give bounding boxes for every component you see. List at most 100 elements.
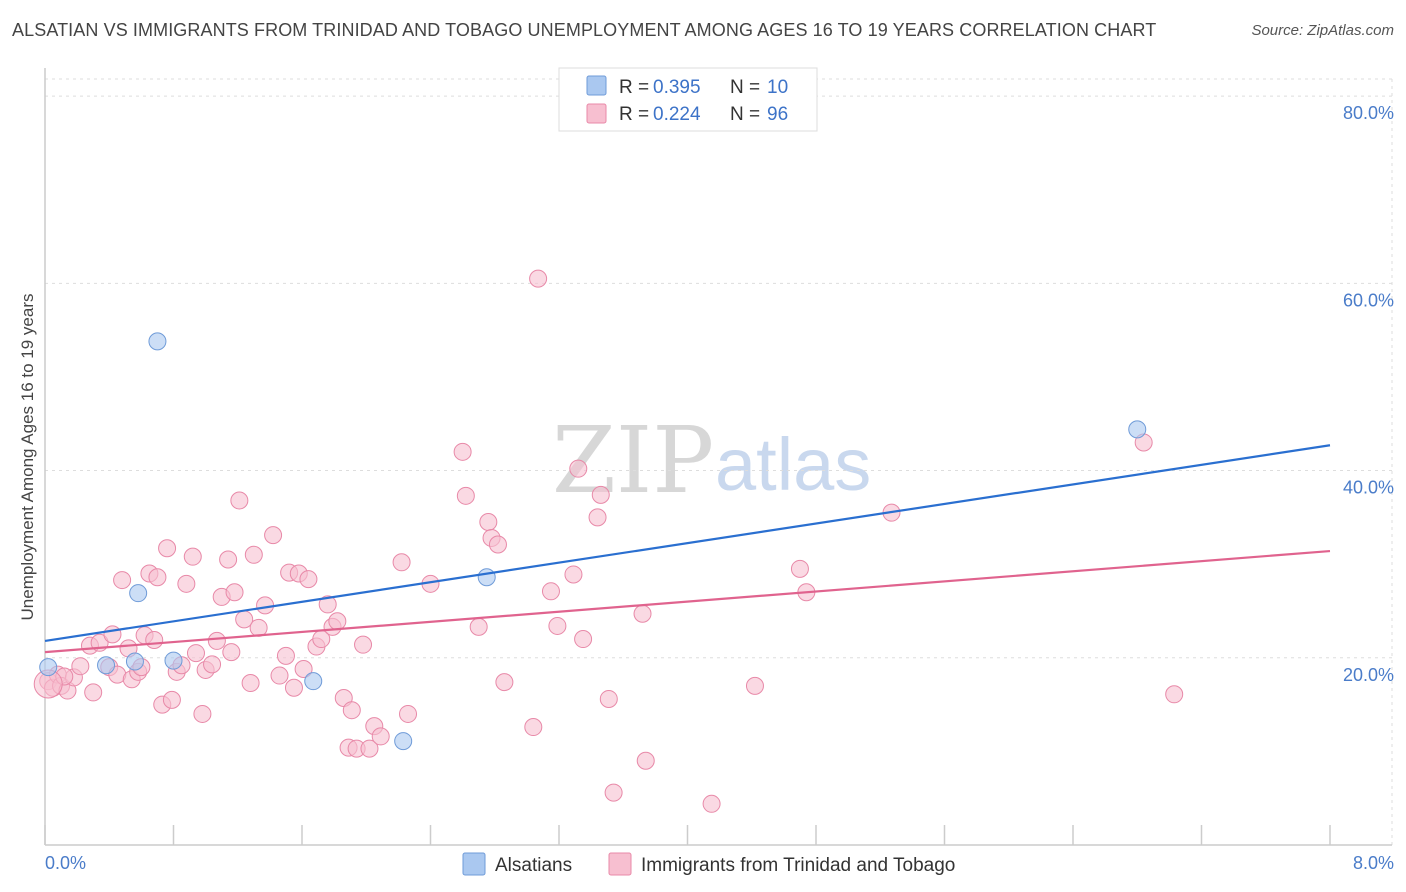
immigrants-point-24 (162, 690, 181, 709)
series-immigrants-trinidad-points (33, 269, 1184, 813)
axes (44, 68, 1392, 846)
immigrants-point-51 (299, 570, 318, 589)
legend-r-value-0: 0.395 (653, 77, 701, 98)
immigrants-point-75 (524, 718, 543, 737)
immigrants-point-78 (548, 616, 567, 635)
immigrants-point-13 (113, 571, 132, 590)
immigrants-point-6 (71, 657, 90, 676)
legend-swatch-alsatians (586, 75, 607, 96)
immigrants-point-90 (790, 559, 809, 578)
bottom-legend-label-immigrants: Immigrants from Trinidad and Tobago (641, 855, 955, 876)
bottom-legend-label-alsatians: Alsatians (495, 855, 572, 876)
immigrants-point-48 (284, 678, 303, 697)
immigrants-point-37 (225, 583, 244, 602)
immigrants-point-56 (328, 612, 347, 631)
immigrants-point-8 (84, 683, 103, 702)
legend-n-label-0: N = (730, 77, 760, 98)
immigrants-point-82 (588, 508, 607, 527)
bottom-legend: Alsatians Immigrants from Trinidad and T… (462, 852, 955, 876)
immigrants-point-87 (636, 751, 655, 770)
immigrants-point-76 (529, 269, 548, 288)
legend-r-label-1: R = (619, 104, 649, 125)
immigrants-point-89 (745, 676, 764, 695)
immigrants-point-20 (145, 630, 164, 649)
x-tick-label: 8.0% (1353, 853, 1394, 873)
immigrants-point-50 (294, 660, 313, 679)
immigrants-point-30 (193, 704, 212, 723)
trend-line-alsatians (44, 444, 1331, 643)
immigrants-point-84 (599, 689, 618, 708)
immigrants-point-46 (276, 646, 295, 665)
series-alsatians-points (39, 332, 1147, 751)
immigrants-point-27 (177, 574, 196, 593)
y-tick-label: 80.0% (1343, 103, 1394, 123)
x-tick-labels: 0.0% 8.0% (45, 853, 1394, 873)
immigrants-point-23 (158, 539, 177, 558)
immigrants-point-44 (264, 526, 283, 545)
y-tick-label: 60.0% (1343, 290, 1394, 310)
immigrants-point-45 (270, 666, 289, 685)
watermark-atlas: atlas (715, 423, 871, 506)
immigrants-point-86 (633, 604, 652, 623)
immigrants-point-54 (318, 595, 337, 614)
legend-r-value-1: 0.224 (653, 104, 701, 125)
x-tick-label: 0.0% (45, 853, 86, 873)
immigrants-point-59 (342, 701, 361, 720)
immigrants-point-21 (148, 568, 167, 587)
y-tick-label: 40.0% (1343, 478, 1394, 498)
immigrants-point-64 (371, 727, 390, 746)
immigrants-point-71 (479, 513, 498, 532)
legend-n-value-0: 10 (767, 77, 788, 98)
alsatians-point-1 (97, 656, 116, 675)
immigrants-point-80 (569, 459, 588, 478)
immigrants-point-88 (702, 794, 721, 813)
alsatians-point-0 (39, 658, 58, 677)
immigrants-point-43 (256, 596, 275, 615)
alsatians-point-6 (304, 672, 323, 691)
alsatians-point-9 (1128, 420, 1147, 439)
immigrants-point-42 (249, 618, 268, 637)
bottom-legend-swatch-alsatians (462, 852, 486, 876)
immigrants-point-40 (241, 674, 260, 693)
immigrants-point-65 (392, 553, 411, 572)
y-tick-labels: 20.0% 40.0% 60.0% 80.0% (1343, 103, 1394, 685)
y-tick-label: 20.0% (1343, 665, 1394, 685)
chart-title: ALSATIAN VS IMMIGRANTS FROM TRINIDAD AND… (12, 20, 1157, 40)
immigrants-point-74 (495, 673, 514, 692)
legend-n-label-1: N = (730, 104, 760, 125)
alsatians-point-5 (164, 651, 183, 670)
bottom-legend-swatch-immigrants (608, 852, 632, 876)
immigrants-point-11 (103, 625, 122, 644)
immigrants-point-61 (354, 635, 373, 654)
legend-swatch-immigrants (586, 103, 607, 124)
immigrants-point-77 (541, 582, 560, 601)
immigrants-point-81 (574, 630, 593, 649)
source-credit: Source: ZipAtlas.com (1251, 22, 1394, 39)
immigrants-point-38 (230, 491, 249, 510)
immigrants-point-85 (604, 783, 623, 802)
legend-n-value-1: 96 (767, 104, 788, 125)
immigrants-point-68 (453, 442, 472, 461)
immigrants-point-79 (564, 565, 583, 584)
immigrants-point-70 (469, 617, 488, 636)
trend-line-immigrants (44, 549, 1331, 654)
immigrants-point-29 (186, 644, 205, 663)
immigrants-point-33 (207, 631, 226, 650)
alsatians-point-8 (477, 568, 496, 587)
alsatians-point-2 (125, 652, 144, 671)
legend-r-label-0: R = (619, 77, 649, 98)
immigrants-point-62 (360, 739, 379, 758)
trend-lines (44, 444, 1331, 654)
legend: R = 0.395 N = 10 R = 0.224 N = 96 (558, 67, 818, 132)
immigrants-point-69 (456, 486, 475, 505)
immigrants-point-94 (1165, 685, 1184, 704)
immigrants-point-36 (222, 643, 241, 662)
immigrants-point-32 (203, 655, 222, 674)
immigrants-point-35 (219, 550, 238, 569)
alsatians-point-4 (148, 332, 167, 351)
alsatians-point-7 (394, 732, 413, 751)
alsatians-point-3 (129, 584, 148, 603)
immigrants-point-66 (399, 704, 418, 723)
immigrants-point-83 (591, 485, 610, 504)
